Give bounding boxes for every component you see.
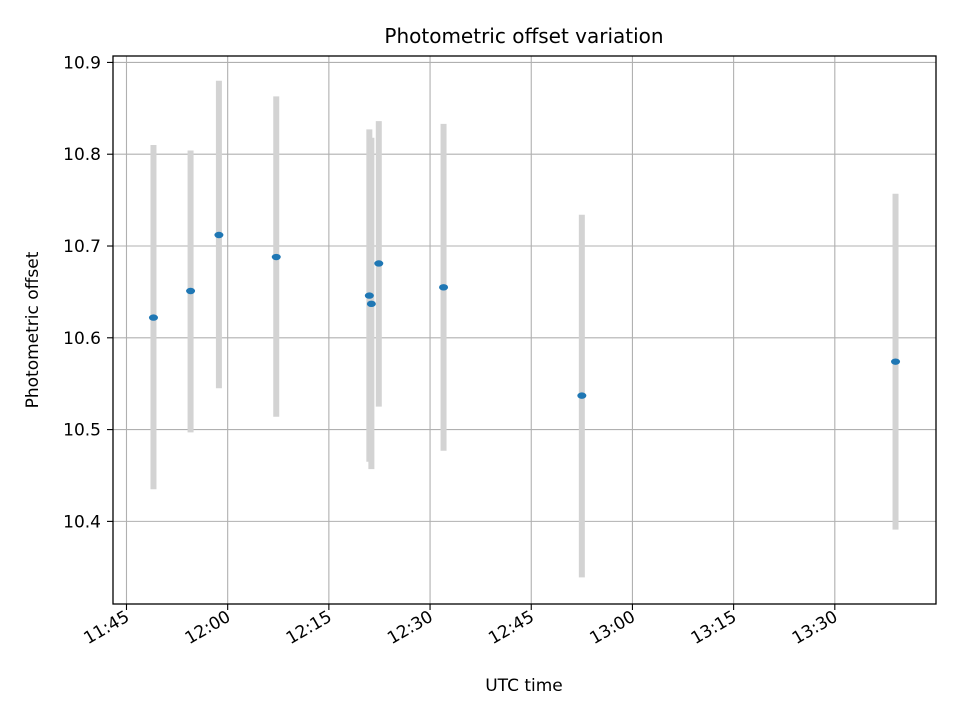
y-axis-title: Photometric offset bbox=[23, 251, 43, 408]
data-point bbox=[577, 392, 587, 399]
data-point bbox=[364, 292, 374, 299]
y-axis: 10.4 10.5 10.6 10.7 10.8 10.9 bbox=[63, 53, 113, 532]
data-point bbox=[271, 253, 281, 261]
data-points bbox=[148, 231, 901, 399]
y-tick-label: 10.6 bbox=[63, 329, 101, 349]
y-tick-label: 10.9 bbox=[63, 53, 101, 73]
data-point bbox=[214, 231, 224, 239]
y-tick-label: 10.8 bbox=[63, 145, 101, 165]
y-tick-label: 10.5 bbox=[63, 421, 101, 441]
data-point bbox=[148, 314, 158, 321]
x-axis-title: UTC time bbox=[485, 676, 563, 696]
data-point bbox=[891, 358, 901, 365]
data-point bbox=[366, 300, 376, 308]
y-tick-label: 10.4 bbox=[63, 512, 101, 532]
y-tick-label: 10.7 bbox=[63, 237, 101, 257]
data-point bbox=[186, 287, 196, 295]
data-point bbox=[374, 260, 384, 267]
chart-title: Photometric offset variation bbox=[384, 24, 663, 48]
data-point bbox=[439, 284, 449, 291]
grid bbox=[113, 56, 936, 604]
plot-frame bbox=[112, 55, 937, 605]
